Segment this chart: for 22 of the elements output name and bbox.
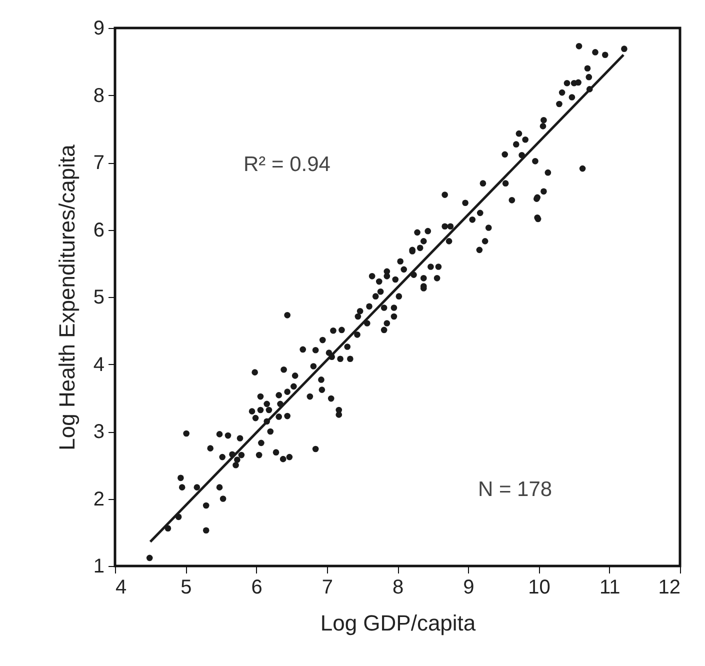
y-tick-label: 3 xyxy=(93,421,104,443)
y-tick-label: 5 xyxy=(93,286,104,308)
x-tick-label: 8 xyxy=(392,576,404,598)
y-tick-label: 7 xyxy=(93,152,104,174)
y-tick-label: 8 xyxy=(93,84,104,107)
x-tick-label: 11 xyxy=(599,576,620,598)
x-tick-label: 12 xyxy=(658,576,680,598)
annotation: R² = 0.94 xyxy=(244,153,331,176)
x-tick-label: 5 xyxy=(180,576,192,598)
y-tick-label: 2 xyxy=(93,488,104,510)
y-tick-label: 1 xyxy=(93,556,104,578)
annotation: N = 178 xyxy=(478,478,552,501)
y-tick-label: 4 xyxy=(93,354,104,376)
x-tick-label: 4 xyxy=(116,576,127,598)
y-tick-label: 6 xyxy=(93,219,104,242)
x-tick-label: 9 xyxy=(463,576,474,598)
y-tick-label: 9 xyxy=(93,18,104,40)
y-axis-title: Log Health Expenditures/capita xyxy=(54,144,80,450)
x-axis-title: Log GDP/capita xyxy=(320,610,476,636)
x-tick-label: 6 xyxy=(251,576,262,598)
x-tick-label: 10 xyxy=(528,576,550,598)
x-tick-label: 7 xyxy=(322,576,333,598)
